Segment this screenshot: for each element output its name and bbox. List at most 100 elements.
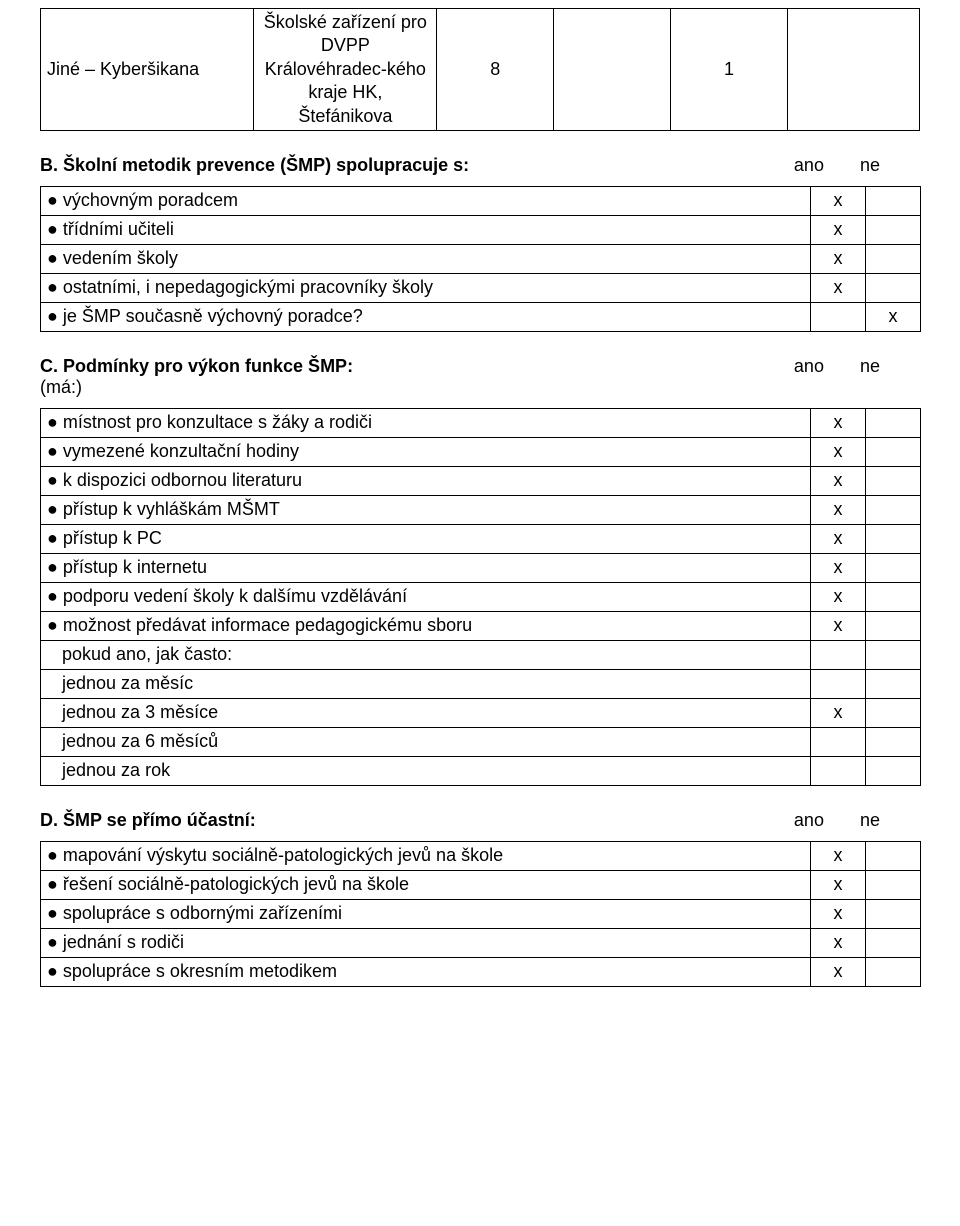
section-c-label: ● podporu vedení školy k dalšímu vzděláv… xyxy=(41,582,811,611)
section-c-label: pokud ano, jak často: xyxy=(41,640,811,669)
section-d-col-yes: x xyxy=(811,841,866,870)
table-row: ● ostatními, i nepedagogickými pracovník… xyxy=(41,273,921,302)
table-row: ● třídními učitelix xyxy=(41,215,921,244)
top-table: Jiné – Kyberšikana Školské zařízení pro … xyxy=(40,8,920,131)
table-row: jednou za 6 měsíců xyxy=(41,727,921,756)
section-b-col-yes xyxy=(811,302,866,331)
top-c4 xyxy=(554,9,671,131)
section-c-col-yes xyxy=(811,640,866,669)
table-row: ● řešení sociálně-patologických jevů na … xyxy=(41,870,921,899)
section-d-heading: D. ŠMP se přímo účastní: ano ne xyxy=(40,810,920,831)
section-c-label: jednou za 6 měsíců xyxy=(41,727,811,756)
section-c-col-no xyxy=(866,611,921,640)
section-b-col-no xyxy=(866,244,921,273)
top-c6 xyxy=(787,9,919,131)
section-c-col-yes xyxy=(811,669,866,698)
section-d-title: D. ŠMP se přímo účastní: xyxy=(40,810,256,830)
table-row: jednou za 3 měsícex xyxy=(41,698,921,727)
section-d-col-no xyxy=(866,957,921,986)
table-row: ● mapování výskytu sociálně-patologickýc… xyxy=(41,841,921,870)
section-c-title: C. Podmínky pro výkon funkce ŠMP: xyxy=(40,356,353,376)
top-c5: 1 xyxy=(671,9,788,131)
table-row: ● možnost předávat informace pedagogické… xyxy=(41,611,921,640)
section-d-col-no xyxy=(866,899,921,928)
section-d-col-yes: x xyxy=(811,928,866,957)
section-b-col-no xyxy=(866,215,921,244)
section-b-col-yes: x xyxy=(811,215,866,244)
section-c-col-yes: x xyxy=(811,698,866,727)
section-c-col-no xyxy=(866,495,921,524)
section-c-col-yes: x xyxy=(811,582,866,611)
section-c-sub: (má:) xyxy=(40,377,920,398)
top-provider: Školské zařízení pro DVPP Královéhradec-… xyxy=(254,9,437,131)
section-c-label: ● přístup k vyhláškám MŠMT xyxy=(41,495,811,524)
section-c-col-yes: x xyxy=(811,437,866,466)
section-d-col-yes: x xyxy=(811,870,866,899)
table-row: pokud ano, jak často: xyxy=(41,640,921,669)
section-c-label: jednou za 3 měsíce xyxy=(41,698,811,727)
table-row: ● přístup k internetux xyxy=(41,553,921,582)
section-d-yes: ano xyxy=(794,810,824,831)
section-d-table: ● mapování výskytu sociálně-patologickýc… xyxy=(40,841,921,987)
section-d-col-yes: x xyxy=(811,957,866,986)
section-b-col-yes: x xyxy=(811,244,866,273)
section-d-col-no xyxy=(866,870,921,899)
section-c-col-no xyxy=(866,698,921,727)
section-c-col-yes: x xyxy=(811,408,866,437)
section-c-col-no xyxy=(866,582,921,611)
section-c-col-yes: x xyxy=(811,611,866,640)
section-b-col-no xyxy=(866,273,921,302)
section-d-col-yes: x xyxy=(811,899,866,928)
section-c-label: ● místnost pro konzultace s žáky a rodič… xyxy=(41,408,811,437)
section-c-label: ● možnost předávat informace pedagogické… xyxy=(41,611,811,640)
section-c-label: ● k dispozici odbornou literaturu xyxy=(41,466,811,495)
section-c-col-no xyxy=(866,756,921,785)
table-row: ● je ŠMP současně výchovný poradce?x xyxy=(41,302,921,331)
table-row: ● výchovným poradcemx xyxy=(41,186,921,215)
section-b-yes: ano xyxy=(794,155,824,176)
section-c-heading: C. Podmínky pro výkon funkce ŠMP: ano ne xyxy=(40,356,920,377)
section-c-label: ● přístup k internetu xyxy=(41,553,811,582)
section-c-col-yes: x xyxy=(811,524,866,553)
section-b-title: B. Školní metodik prevence (ŠMP) spolupr… xyxy=(40,155,469,175)
table-row: ● spolupráce s odbornými zařízenímix xyxy=(41,899,921,928)
table-row: ● přístup k vyhláškám MŠMTx xyxy=(41,495,921,524)
section-c-col-yes: x xyxy=(811,553,866,582)
section-b-col-no xyxy=(866,186,921,215)
section-b-col-no: x xyxy=(866,302,921,331)
table-row: ● vedením školyx xyxy=(41,244,921,273)
section-b-label: ● výchovným poradcem xyxy=(41,186,811,215)
section-b-col-yes: x xyxy=(811,273,866,302)
table-row: ● jednání s rodičix xyxy=(41,928,921,957)
section-d-label: ● mapování výskytu sociálně-patologickýc… xyxy=(41,841,811,870)
section-d-no: ne xyxy=(860,810,880,831)
section-c-col-no xyxy=(866,640,921,669)
section-c-col-no xyxy=(866,727,921,756)
table-row: ● místnost pro konzultace s žáky a rodič… xyxy=(41,408,921,437)
section-d-col-no xyxy=(866,841,921,870)
section-d-col-no xyxy=(866,928,921,957)
table-row: ● podporu vedení školy k dalšímu vzděláv… xyxy=(41,582,921,611)
table-row: ● spolupráce s okresním metodikemx xyxy=(41,957,921,986)
section-c-col-no xyxy=(866,524,921,553)
section-d-label: ● řešení sociálně-patologických jevů na … xyxy=(41,870,811,899)
section-c-label: jednou za měsíc xyxy=(41,669,811,698)
section-b-no: ne xyxy=(860,155,880,176)
section-c-label: ● přístup k PC xyxy=(41,524,811,553)
section-c-no: ne xyxy=(860,356,880,377)
section-c-col-yes xyxy=(811,756,866,785)
section-c-col-yes: x xyxy=(811,495,866,524)
section-c-col-no xyxy=(866,408,921,437)
section-c-label: ● vymezené konzultační hodiny xyxy=(41,437,811,466)
section-b-label: ● ostatními, i nepedagogickými pracovník… xyxy=(41,273,811,302)
section-c-yes: ano xyxy=(794,356,824,377)
section-c-col-no xyxy=(866,669,921,698)
section-b-table: ● výchovným poradcemx● třídními učitelix… xyxy=(40,186,921,332)
top-label: Jiné – Kyberšikana xyxy=(41,9,254,131)
section-b-col-yes: x xyxy=(811,186,866,215)
section-d-label: ● spolupráce s odbornými zařízeními xyxy=(41,899,811,928)
top-c3: 8 xyxy=(437,9,554,131)
section-b-heading: B. Školní metodik prevence (ŠMP) spolupr… xyxy=(40,155,920,176)
section-b-label: ● třídními učiteli xyxy=(41,215,811,244)
section-c-col-yes: x xyxy=(811,466,866,495)
